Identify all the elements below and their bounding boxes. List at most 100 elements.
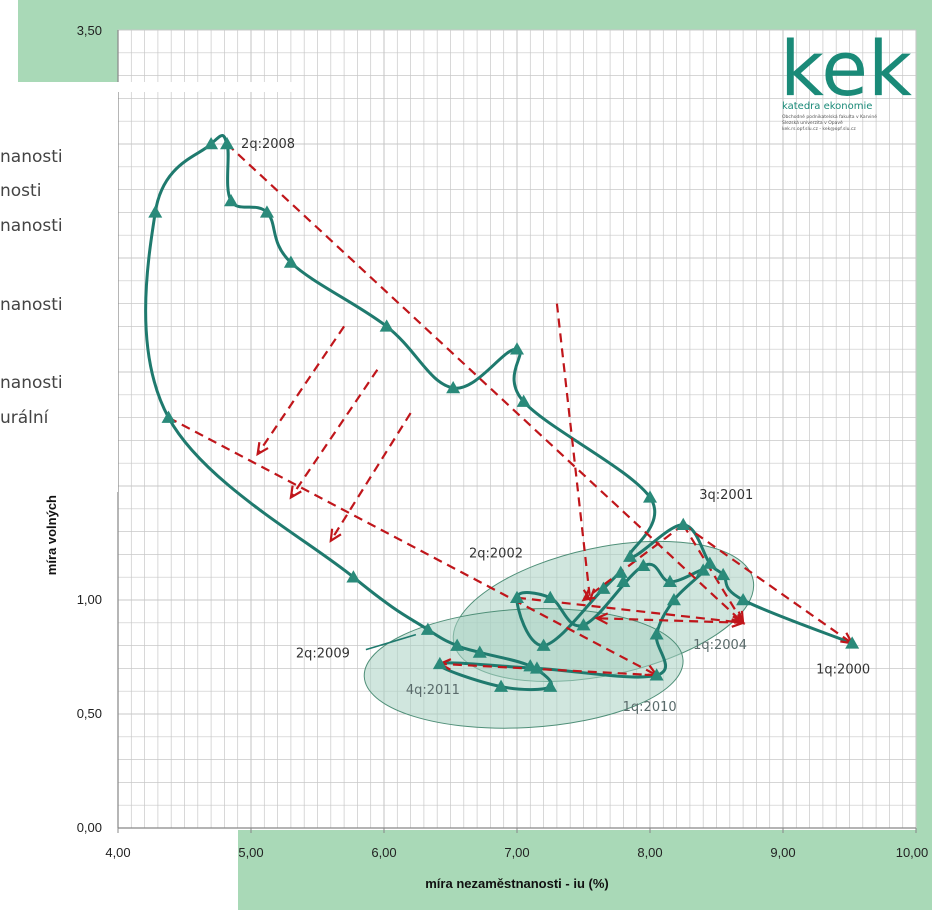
annotations-layer: 2q:2008 3q:2001 2q:2002 1q:2004 1q:2000 2q:20… xyxy=(241,137,870,715)
data-point xyxy=(666,593,681,606)
department-logo: kek katedra ekonomie Obchodně podnikatel… xyxy=(780,24,912,132)
x-tick-label: 5,00 xyxy=(238,845,263,860)
annotation-leader xyxy=(365,633,417,651)
arrows-layer xyxy=(168,143,855,677)
markers-layer xyxy=(148,137,860,692)
overlay-text: nanosti xyxy=(0,147,63,167)
data-point xyxy=(510,342,524,355)
data-point xyxy=(676,517,691,531)
arrow-shaft xyxy=(682,524,745,624)
data-point xyxy=(623,549,638,562)
arrow-shaft xyxy=(226,143,744,624)
data-point xyxy=(446,380,461,394)
arrow-head xyxy=(594,612,609,625)
arrow-shaft xyxy=(439,662,657,677)
data-point xyxy=(662,574,677,588)
arrow-shaft xyxy=(682,523,853,645)
annotation-label: 2q:2009 xyxy=(296,647,350,662)
data-point xyxy=(450,638,465,651)
y-tick-label: 0,00 xyxy=(77,820,102,835)
trend-arrow xyxy=(594,612,744,625)
logo-name: katedra ekonomie xyxy=(782,101,872,112)
x-tick-label: 9,00 xyxy=(770,845,795,860)
data-point xyxy=(204,137,219,150)
data-point xyxy=(702,556,717,569)
logo-mark: kek xyxy=(780,24,912,113)
overlay-text: nanosti xyxy=(0,216,63,236)
annotation-label: 3q:2001 xyxy=(699,488,753,503)
data-point xyxy=(536,638,551,651)
y-tick-label: 1,00 xyxy=(77,592,102,607)
y-tick-label: 0,50 xyxy=(77,706,102,721)
data-point xyxy=(696,563,711,576)
arrow-shaft xyxy=(289,369,379,499)
data-point xyxy=(161,410,176,423)
overlay-text-box xyxy=(118,82,298,92)
logo-line: kek.rs.opf.slu.cz - kek@opf.slu.cz xyxy=(782,126,856,132)
annotation-label: 1q:2004 xyxy=(693,638,747,653)
x-tick-label: 4,00 xyxy=(105,845,130,860)
annotation-label: 2q:2002 xyxy=(469,547,523,562)
data-point xyxy=(472,645,487,658)
arrow-head xyxy=(582,588,596,603)
annotation-label: 1q:2000 xyxy=(816,662,870,677)
data-point xyxy=(636,558,651,572)
data-point xyxy=(543,590,558,603)
x-tick-label: 7,00 xyxy=(504,845,529,860)
data-point xyxy=(220,137,235,150)
overlay-text: urální xyxy=(0,408,50,428)
data-point xyxy=(510,590,524,603)
x-tick-label: 8,00 xyxy=(637,845,662,860)
overlay-text: nosti xyxy=(0,181,41,201)
y-axis-title: míra volných xyxy=(44,495,59,575)
data-point xyxy=(543,679,558,692)
data-point xyxy=(259,205,274,218)
annotation-label: 4q:2011 xyxy=(406,683,460,698)
arrow-shaft xyxy=(596,617,744,624)
arrow-shaft xyxy=(168,416,658,677)
trend-arrow xyxy=(256,325,346,457)
data-point xyxy=(529,661,544,674)
data-point xyxy=(432,656,447,670)
overlay-text: nanosti xyxy=(0,295,63,315)
data-point xyxy=(283,255,298,268)
data-point xyxy=(379,319,394,332)
trend-arrow xyxy=(555,303,596,603)
data-point xyxy=(643,490,657,503)
arrow-head xyxy=(256,442,269,457)
x-tick-label: 6,00 xyxy=(371,845,396,860)
data-point xyxy=(736,593,751,606)
data-point xyxy=(845,636,860,649)
logo-line: Obchodně podnikatelská fakulta v Karviné xyxy=(782,113,877,120)
data-point xyxy=(616,574,631,588)
arrow-shaft xyxy=(555,303,592,601)
data-point xyxy=(596,581,611,594)
arrow-shaft xyxy=(256,325,346,455)
data-point xyxy=(346,570,361,583)
arrow-head xyxy=(289,485,302,500)
data-point xyxy=(420,622,435,635)
arrow-shaft xyxy=(329,412,412,542)
trend-arrow xyxy=(289,369,379,500)
data-point xyxy=(649,668,664,681)
y-tick-label: 3,50 xyxy=(77,23,102,38)
data-point xyxy=(649,627,664,640)
data-point xyxy=(224,194,239,207)
annotation-label: 1q:2010 xyxy=(623,700,677,715)
data-point xyxy=(148,205,163,218)
data-point xyxy=(613,565,628,578)
overlay-text: nanosti xyxy=(0,373,63,393)
x-tick-label: 10,00 xyxy=(896,845,929,860)
arrow-head xyxy=(329,528,342,543)
overlay-text-box xyxy=(0,82,118,492)
annotation-label: 2q:2008 xyxy=(241,137,295,152)
arrow-shaft xyxy=(582,523,684,601)
logo-line: Slezská univerzita v Opavě xyxy=(782,119,843,126)
data-point xyxy=(576,618,591,631)
data-point xyxy=(516,394,531,407)
x-axis-title: míra nezaměstnanosti - iu (%) xyxy=(425,876,608,891)
trend-arrow xyxy=(329,412,412,543)
data-point xyxy=(494,679,509,692)
data-point xyxy=(716,567,731,581)
